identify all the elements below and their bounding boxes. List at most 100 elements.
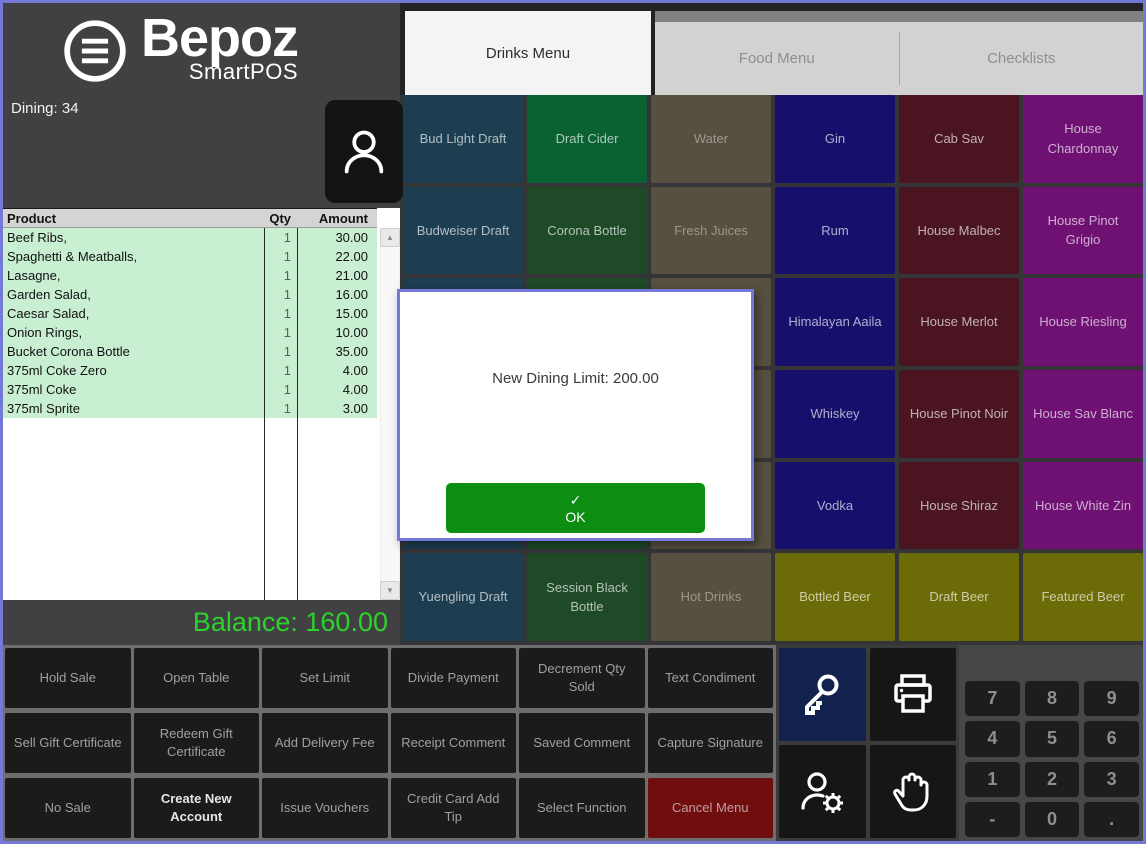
- row-amount: 22.00: [335, 249, 368, 264]
- function-issue-vouchers-button[interactable]: Issue Vouchers: [262, 778, 388, 838]
- function-set-limit-button[interactable]: Set Limit: [262, 648, 388, 708]
- menu-item-budweiser-draft[interactable]: Budweiser Draft: [403, 186, 523, 275]
- menu-item-hot-drinks[interactable]: Hot Drinks: [651, 553, 771, 641]
- row-product: 375ml Coke: [7, 382, 77, 397]
- menu-item-house-chardonnay[interactable]: House Chardonnay: [1023, 95, 1143, 183]
- brand-subtitle: SmartPOS: [188, 59, 298, 84]
- numpad-key-7[interactable]: 7: [965, 681, 1020, 717]
- tab-drinks-menu[interactable]: Drinks Menu: [405, 11, 651, 95]
- table-row[interactable]: 375ml Coke Zero 1 4.00: [3, 361, 377, 380]
- menu-item-bottled-beer[interactable]: Bottled Beer: [775, 553, 895, 641]
- user-settings-button[interactable]: [779, 745, 866, 838]
- key-icon: [805, 674, 839, 715]
- tab-checklists[interactable]: Checklists: [987, 50, 1056, 67]
- menu-item-house-malbec[interactable]: House Malbec: [899, 186, 1019, 275]
- column-separator: [264, 228, 265, 600]
- menu-item-house-pinot-grigio[interactable]: House Pinot Grigio: [1023, 186, 1143, 275]
- function-credit-card-add-tip-button[interactable]: Credit Card Add Tip: [390, 778, 516, 838]
- menu-item-house-riesling[interactable]: House Riesling: [1023, 278, 1143, 366]
- function-divide-payment-button[interactable]: Divide Payment: [390, 648, 516, 708]
- menu-item-bud-light-draft[interactable]: Bud Light Draft: [403, 95, 523, 183]
- function-text-condiment-button[interactable]: Text Condiment: [647, 648, 773, 708]
- table-row[interactable]: Lasagne, 1 21.00: [3, 266, 377, 285]
- scroll-up-icon[interactable]: ▲: [380, 228, 400, 247]
- menu-item-corona-bottle[interactable]: Corona Bottle: [527, 186, 647, 275]
- row-qty: 1: [283, 268, 291, 283]
- function-capture-signature-button[interactable]: Capture Signature: [647, 713, 773, 773]
- dining-limit-dialog: New Dining Limit: 200.00 ✓ OK: [397, 289, 754, 541]
- numpad-key-3[interactable]: 3: [1084, 761, 1139, 797]
- key-button[interactable]: [779, 648, 866, 741]
- menu-item-fresh-juices[interactable]: Fresh Juices: [651, 186, 771, 275]
- table-row[interactable]: Beef Ribs, 1 30.00: [3, 228, 377, 247]
- function-open-table-button[interactable]: Open Table: [133, 648, 259, 708]
- menu-item-house-merlot[interactable]: House Merlot: [899, 278, 1019, 366]
- numpad-key-dot[interactable]: .: [1084, 801, 1139, 837]
- row-product: 375ml Coke Zero: [7, 363, 107, 378]
- table-row[interactable]: 375ml Coke 1 4.00: [3, 380, 377, 399]
- row-product: Garden Salad,: [7, 287, 91, 302]
- function-receipt-comment-button[interactable]: Receipt Comment: [390, 713, 516, 773]
- menu-item-whiskey[interactable]: Whiskey: [775, 369, 895, 458]
- printer-button[interactable]: [869, 648, 956, 741]
- menu-item-rum[interactable]: Rum: [775, 186, 895, 275]
- customer-button[interactable]: [325, 100, 403, 203]
- function-select-function-button[interactable]: Select Function: [519, 778, 645, 838]
- table-row[interactable]: Caesar Salad, 1 15.00: [3, 304, 377, 323]
- numpad-key-0[interactable]: 0: [1024, 801, 1080, 837]
- row-product: Bucket Corona Bottle: [7, 344, 130, 359]
- row-amount: 30.00: [335, 230, 368, 245]
- ok-button[interactable]: ✓ OK: [446, 483, 705, 533]
- menu-item-featured-beer[interactable]: Featured Beer: [1023, 553, 1143, 641]
- row-product: Caesar Salad,: [7, 306, 90, 321]
- function-add-delivery-fee-button[interactable]: Add Delivery Fee: [262, 713, 388, 773]
- header-amount: Amount: [318, 211, 368, 226]
- menu-item-house-white-zin[interactable]: House White Zin: [1023, 461, 1143, 550]
- menu-item-house-shiraz[interactable]: House Shiraz: [899, 461, 1019, 550]
- menu-item-draft-cider[interactable]: Draft Cider: [527, 95, 647, 183]
- function-saved-comment-button[interactable]: Saved Comment: [519, 713, 645, 773]
- numpad-key-6[interactable]: 6: [1084, 721, 1139, 757]
- function-create-new-account-button[interactable]: Create New Account: [133, 778, 259, 838]
- menu-item-vodka[interactable]: Vodka: [775, 461, 895, 550]
- table-row[interactable]: 375ml Sprite 1 3.00: [3, 399, 377, 418]
- function-no-sale-button[interactable]: No Sale: [5, 778, 131, 838]
- function-decrement-qty-sold-button[interactable]: Decrement Qty Sold: [519, 648, 645, 708]
- function-hold-sale-button[interactable]: Hold Sale: [5, 648, 131, 708]
- left-panel-header: Bepoz SmartPOS Dining: 34: [3, 3, 403, 208]
- table-row[interactable]: Onion Rings, 1 10.00: [3, 323, 377, 342]
- menu-item-cab-sav[interactable]: Cab Sav: [899, 95, 1019, 183]
- row-qty: 1: [283, 230, 291, 245]
- header-product: Product: [7, 211, 57, 226]
- table-row[interactable]: Bucket Corona Bottle 1 35.00: [3, 342, 377, 361]
- function-cancel-menu-button[interactable]: Cancel Menu: [647, 778, 773, 838]
- menu-item-house-pinot-noir[interactable]: House Pinot Noir: [899, 369, 1019, 458]
- menu-item-draft-beer[interactable]: Draft Beer: [899, 553, 1019, 641]
- menu-item-yuengling-draft[interactable]: Yuengling Draft: [403, 553, 523, 641]
- numpad-key-4[interactable]: 4: [965, 721, 1020, 757]
- person-icon: [344, 130, 384, 173]
- menu-item-himalayan-aaila[interactable]: Himalayan Aaila: [775, 278, 895, 366]
- function-redeem-gift-certificate-button[interactable]: Redeem Gift Certificate: [133, 713, 259, 773]
- row-amount: 15.00: [335, 306, 368, 321]
- numpad-key-1[interactable]: 1: [965, 761, 1020, 797]
- numpad-key-2[interactable]: 2: [1024, 761, 1080, 797]
- menu-item-session-black-bottle[interactable]: Session Black Bottle: [527, 553, 647, 641]
- scroll-down-icon[interactable]: ▼: [380, 581, 400, 600]
- menu-item-house-sav-blanc[interactable]: House Sav Blanc: [1023, 369, 1143, 458]
- numpad-key-minus[interactable]: -: [965, 801, 1020, 837]
- numpad-key-5[interactable]: 5: [1024, 721, 1080, 757]
- function-sell-gift-certificate-button[interactable]: Sell Gift Certificate: [5, 713, 131, 773]
- menu-item-gin[interactable]: Gin: [775, 95, 895, 183]
- row-amount: 16.00: [335, 287, 368, 302]
- user-settings-icon: [801, 771, 844, 813]
- table-row[interactable]: Spaghetti & Meatballs, 1 22.00: [3, 247, 377, 266]
- menu-item-water[interactable]: Water: [651, 95, 771, 183]
- table-row[interactable]: Garden Salad, 1 16.00: [3, 285, 377, 304]
- numpad-key-8[interactable]: 8: [1024, 681, 1080, 717]
- tab-food-menu[interactable]: Food Menu: [738, 50, 815, 67]
- hold-hand-button[interactable]: [869, 745, 956, 838]
- numpad-key-9[interactable]: 9: [1084, 681, 1139, 717]
- printer-icon: [894, 673, 932, 713]
- sale-items-table: Product Qty Amount Beef Ribs, 1 30.00 Spagh…: [3, 208, 400, 600]
